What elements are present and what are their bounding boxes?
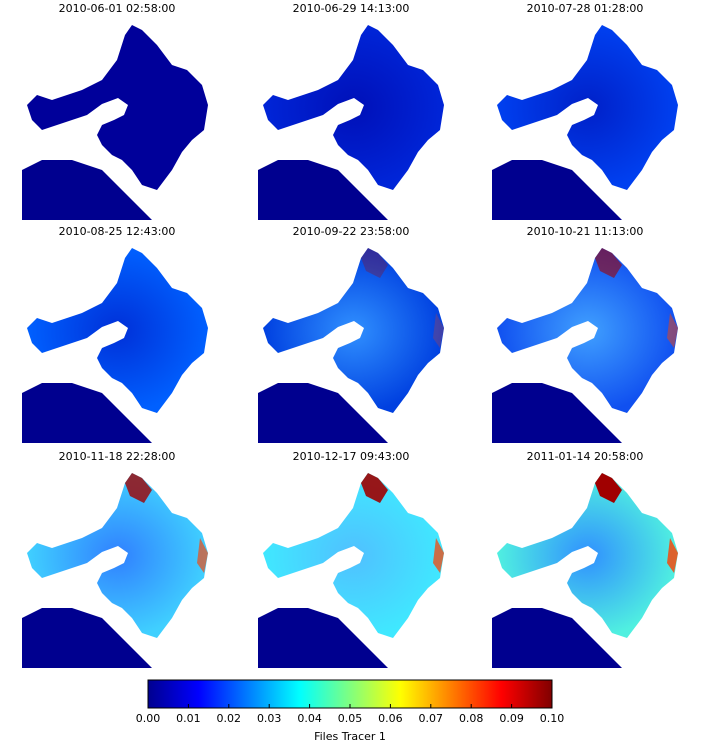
map-panel bbox=[22, 248, 208, 443]
panel-title: 2010-07-28 01:28:00 bbox=[527, 2, 644, 15]
high-tracer bbox=[361, 248, 388, 278]
colorbar-tick-label: 0.00 bbox=[136, 712, 161, 725]
panel-title: 2010-09-22 23:58:00 bbox=[293, 225, 410, 238]
map-panel bbox=[258, 25, 444, 220]
panel-title: 2010-11-18 22:28:00 bbox=[59, 450, 176, 463]
high-tracer bbox=[595, 248, 622, 278]
colorbar-tick-label: 0.01 bbox=[176, 712, 201, 725]
colorbar-tick-label: 0.05 bbox=[338, 712, 363, 725]
map-panel bbox=[258, 473, 444, 668]
panel-title: 2010-12-17 09:43:00 bbox=[293, 450, 410, 463]
high-tracer bbox=[595, 473, 622, 503]
high-tracer bbox=[433, 538, 444, 573]
panel-title: 2011-01-14 20:58:00 bbox=[527, 450, 644, 463]
high-tracer bbox=[667, 538, 678, 573]
map-panel bbox=[258, 248, 444, 443]
colorbar-tick-label: 0.04 bbox=[297, 712, 322, 725]
colorbar-tick-label: 0.09 bbox=[499, 712, 524, 725]
colorbar-tick-label: 0.02 bbox=[217, 712, 242, 725]
map-panel bbox=[492, 248, 678, 443]
colorbar-tick-label: 0.07 bbox=[419, 712, 444, 725]
high-tracer bbox=[361, 473, 388, 503]
colorbar bbox=[147, 679, 553, 709]
colorbar-label: Files Tracer 1 bbox=[314, 730, 386, 743]
panel-title: 2010-10-21 11:13:00 bbox=[527, 225, 644, 238]
panel-title: 2010-06-29 14:13:00 bbox=[293, 2, 410, 15]
high-tracer bbox=[125, 473, 152, 503]
panels: 2010-06-01 02:58:00 2010-06-29 14:13:00 20… bbox=[22, 2, 678, 668]
high-tracer bbox=[667, 313, 678, 348]
panel-title: 2010-06-01 02:58:00 bbox=[59, 2, 176, 15]
colorbar-tick-label: 0.10 bbox=[540, 712, 565, 725]
high-tracer bbox=[197, 538, 208, 573]
map-panel bbox=[22, 473, 208, 668]
map-panel bbox=[492, 25, 678, 220]
map-panel bbox=[492, 473, 678, 668]
panel-title: 2010-08-25 12:43:00 bbox=[59, 225, 176, 238]
colorbar-tick-label: 0.06 bbox=[378, 712, 403, 725]
colorbar-axis: 0.00 0.01 0.02 0.03 0.04 0.05 0.06 0.07 0.08 0.09… bbox=[136, 704, 565, 725]
high-tracer bbox=[433, 313, 444, 348]
colorbar-tick-label: 0.08 bbox=[459, 712, 484, 725]
map-panel bbox=[22, 25, 208, 220]
colorbar-tick-label: 0.03 bbox=[257, 712, 282, 725]
